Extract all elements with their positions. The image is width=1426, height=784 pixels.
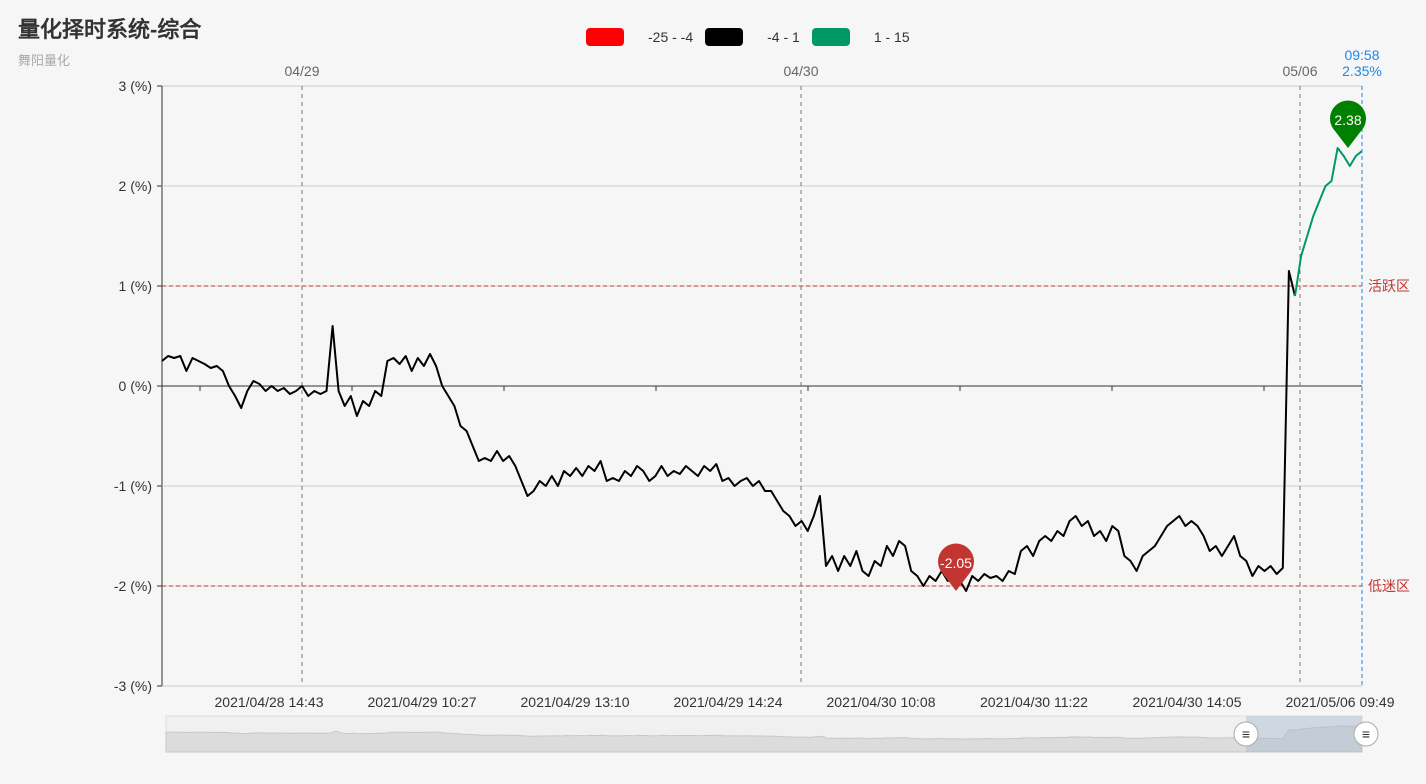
legend-label-black: -4 - 1 <box>767 29 800 45</box>
zoom-right-handle-label: ≡ <box>1362 726 1370 742</box>
x-tick-label: 2021/04/29 10:27 <box>368 694 477 710</box>
zoom-left-handle-label: ≡ <box>1242 726 1250 742</box>
x-tick-label: 2021/04/29 13:10 <box>521 694 630 710</box>
min-pin[interactable] <box>937 543 974 591</box>
y-tick-label: 3 (%) <box>119 78 152 94</box>
day-label: 05/06 <box>1282 63 1317 79</box>
x-tick-label: 2021/04/28 14:43 <box>215 694 324 710</box>
legend-swatch-green <box>811 28 850 46</box>
legend-swatch-red <box>586 28 624 46</box>
y-tick-label: 2 (%) <box>119 178 152 194</box>
y-tick-label: 0 (%) <box>119 378 152 394</box>
cursor-value-label: 2.35% <box>1342 63 1382 79</box>
legend-item-red[interactable]: -25 - -4 <box>586 28 693 46</box>
max-pin-label: 2.38 <box>1334 112 1361 128</box>
zoom-preview-area <box>165 725 1363 753</box>
chart-title: 量化择时系统-综合 <box>18 17 202 42</box>
legend: -25 - -4 -4 - 1 1 - 15 <box>586 28 922 46</box>
x-tick-label: 2021/04/30 10:08 <box>827 694 936 710</box>
chart-subtitle: 舞阳量化 <box>18 53 71 68</box>
legend-item-green[interactable]: 1 - 15 <box>811 28 910 46</box>
min-pin-label: -2.05 <box>940 555 972 571</box>
legend-item-black[interactable]: -4 - 1 <box>705 28 800 46</box>
series-line-green[interactable] <box>1294 147 1363 297</box>
x-tick-label: 2021/04/30 14:05 <box>1133 694 1242 710</box>
zone-label: 活跃区 <box>1368 278 1410 294</box>
day-label: 04/30 <box>783 63 818 79</box>
zoom-left-handle[interactable] <box>1233 721 1259 747</box>
legend-label-red: -25 - -4 <box>648 29 694 45</box>
legend-swatch-black <box>705 28 744 46</box>
x-tick-label: 2021/04/29 14:24 <box>674 694 783 710</box>
legend-label-green: 1 - 15 <box>873 29 910 45</box>
max-pin[interactable] <box>1329 100 1366 148</box>
zoom-right-handle[interactable] <box>1353 721 1379 747</box>
x-tick-label: 2021/04/30 11:22 <box>980 694 1088 710</box>
y-tick-label: -1 (%) <box>114 478 152 494</box>
y-tick-label: 1 (%) <box>119 278 152 294</box>
zone-label: 低迷区 <box>1368 578 1410 594</box>
y-tick-label: -2 (%) <box>114 578 152 594</box>
series-line-black[interactable] <box>161 270 1296 592</box>
cursor-time-label: 09:58 <box>1344 47 1379 63</box>
zoom-selected-range[interactable] <box>1246 716 1362 752</box>
x-tick-label: 2021/05/06 09:49 <box>1286 694 1395 710</box>
day-label: 04/29 <box>284 63 319 79</box>
y-tick-label: -3 (%) <box>114 678 152 694</box>
